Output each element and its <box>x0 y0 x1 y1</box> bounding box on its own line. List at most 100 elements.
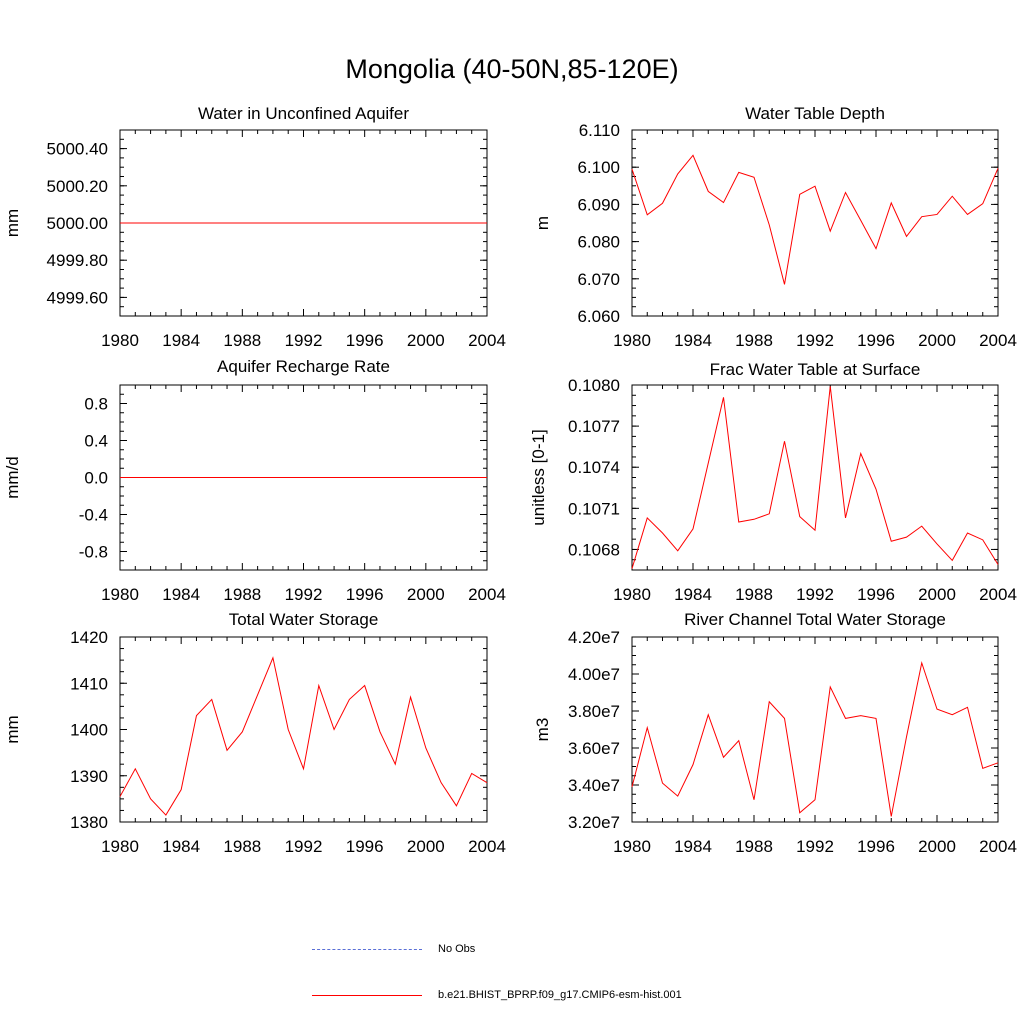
panel-title: Water Table Depth <box>745 104 885 123</box>
x-tick-label: 1996 <box>857 331 895 350</box>
x-tick-label: 1996 <box>346 331 384 350</box>
y-tick-label: 3.80e7 <box>568 702 620 721</box>
y-tick-label: 5000.00 <box>47 214 108 233</box>
y-axis-label: unitless [0-1] <box>529 429 548 525</box>
y-tick-label: 6.090 <box>577 195 620 214</box>
x-tick-label: 1988 <box>735 837 773 856</box>
x-tick-label: 1980 <box>101 585 139 604</box>
x-tick-label: 2004 <box>468 837 506 856</box>
chart-panel-3: Aquifer Recharge Rate 1980 1984 1988 1992 199… <box>3 357 506 604</box>
x-tick-label: 1992 <box>796 331 834 350</box>
x-tick-label: 1984 <box>162 331 200 350</box>
y-tick-label: 0.1068 <box>568 540 620 559</box>
y-tick-label: 0.1080 <box>568 376 620 395</box>
x-tick-label: 1992 <box>285 585 323 604</box>
y-tick-label: 1420 <box>70 628 108 647</box>
series-line <box>631 660 999 817</box>
x-tick-label: 1984 <box>162 837 200 856</box>
x-tick-label: 1980 <box>101 331 139 350</box>
x-tick-label: 1996 <box>857 837 895 856</box>
y-axis-label: mm <box>3 715 22 743</box>
x-tick-label: 2000 <box>407 837 445 856</box>
x-tick-label: 1980 <box>101 837 139 856</box>
y-tick-label: 6.080 <box>577 233 620 252</box>
plot-frame <box>119 636 488 823</box>
legend-obs-line <box>312 949 422 950</box>
x-tick-label: 1984 <box>674 837 712 856</box>
y-tick-label: 0.1077 <box>568 417 620 436</box>
y-tick-label: 6.070 <box>577 270 620 289</box>
x-tick-label: 1988 <box>735 331 773 350</box>
x-tick-label: 1988 <box>223 585 261 604</box>
x-tick-label: 1992 <box>285 837 323 856</box>
series-line <box>119 656 488 816</box>
series-line <box>631 386 999 569</box>
chart-panel-1: Water in Unconfined Aquifer 1980 1984 1988 1… <box>3 104 506 350</box>
plot-frame <box>631 129 999 317</box>
x-tick-label: 1996 <box>857 585 895 604</box>
y-tick-label: 0.4 <box>84 432 108 451</box>
x-tick-label: 1980 <box>613 331 651 350</box>
y-axis-label: m <box>533 216 552 230</box>
y-tick-label: 1400 <box>70 721 108 740</box>
panel-title: Frac Water Table at Surface <box>710 360 921 379</box>
x-tick-label: 1992 <box>796 585 834 604</box>
y-tick-label: 4999.80 <box>47 251 108 270</box>
y-tick-label: 4999.60 <box>47 288 108 307</box>
y-axis-label: mm/d <box>3 456 22 499</box>
y-tick-label: 0.0 <box>84 469 108 488</box>
x-tick-label: 2000 <box>918 331 956 350</box>
y-tick-label: 3.60e7 <box>568 739 620 758</box>
x-tick-label: 2000 <box>918 585 956 604</box>
chart-panel-6: River Channel Total Water Storage 1980 198… <box>533 610 1017 856</box>
x-tick-label: 1996 <box>346 837 384 856</box>
x-tick-label: 2004 <box>979 837 1017 856</box>
legend-entry-obs: No Obs <box>312 943 732 957</box>
x-tick-label: 1992 <box>285 331 323 350</box>
panel-title: Water in Unconfined Aquifer <box>198 104 409 123</box>
x-tick-label: 1984 <box>674 585 712 604</box>
chart-panel-5: Total Water Storage 1980 1984 1988 1992 1996 2… <box>3 610 506 856</box>
y-tick-label: 0.1071 <box>568 499 620 518</box>
chart-panel-2: Water Table Depth 1980 1984 1988 1992 1996 200… <box>533 104 1017 350</box>
legend-obs-label: No Obs <box>438 943 476 955</box>
chart-panel-4: Frac Water Table at Surface 1980 1984 1988 1… <box>529 360 1017 604</box>
x-tick-label: 1988 <box>223 837 261 856</box>
y-tick-label: 6.060 <box>577 307 620 326</box>
x-tick-label: 1984 <box>162 585 200 604</box>
y-tick-label: 3.40e7 <box>568 776 620 795</box>
panel-title: Aquifer Recharge Rate <box>217 357 390 376</box>
plot-frame <box>631 384 999 571</box>
y-tick-label: 6.100 <box>577 158 620 177</box>
panel-title: River Channel Total Water Storage <box>684 610 946 629</box>
plot-frame <box>631 636 999 823</box>
x-tick-label: 2000 <box>407 585 445 604</box>
panel-title: Total Water Storage <box>229 610 379 629</box>
x-tick-label: 2004 <box>979 585 1017 604</box>
legend-entry-model: b.e21.BHIST_BPRP.f09_g17.CMIP6-esm-hist.… <box>312 989 732 1003</box>
x-tick-label: 1996 <box>346 585 384 604</box>
y-tick-label: -0.8 <box>79 543 108 562</box>
y-tick-label: 6.110 <box>579 121 620 140</box>
y-tick-label: 1380 <box>70 813 108 832</box>
y-tick-label: 4.00e7 <box>568 665 620 684</box>
x-tick-label: 2004 <box>979 331 1017 350</box>
legend-model-label: b.e21.BHIST_BPRP.f09_g17.CMIP6-esm-hist.… <box>438 989 682 1001</box>
y-tick-label: 3.20e7 <box>568 813 620 832</box>
y-tick-label: 4.20e7 <box>568 628 620 647</box>
y-tick-label: 0.1074 <box>568 458 620 477</box>
legend-model-line <box>312 995 422 996</box>
x-tick-label: 2000 <box>918 837 956 856</box>
x-tick-label: 1988 <box>223 331 261 350</box>
x-tick-label: 2004 <box>468 331 506 350</box>
y-tick-label: 1390 <box>70 767 108 786</box>
x-tick-label: 2000 <box>407 331 445 350</box>
x-tick-label: 1988 <box>735 585 773 604</box>
x-tick-label: 2004 <box>468 585 506 604</box>
x-tick-label: 1992 <box>796 837 834 856</box>
y-tick-label: -0.4 <box>79 506 108 525</box>
x-tick-label: 1980 <box>613 585 651 604</box>
y-tick-label: 1410 <box>70 674 108 693</box>
y-axis-label: m3 <box>533 718 552 742</box>
